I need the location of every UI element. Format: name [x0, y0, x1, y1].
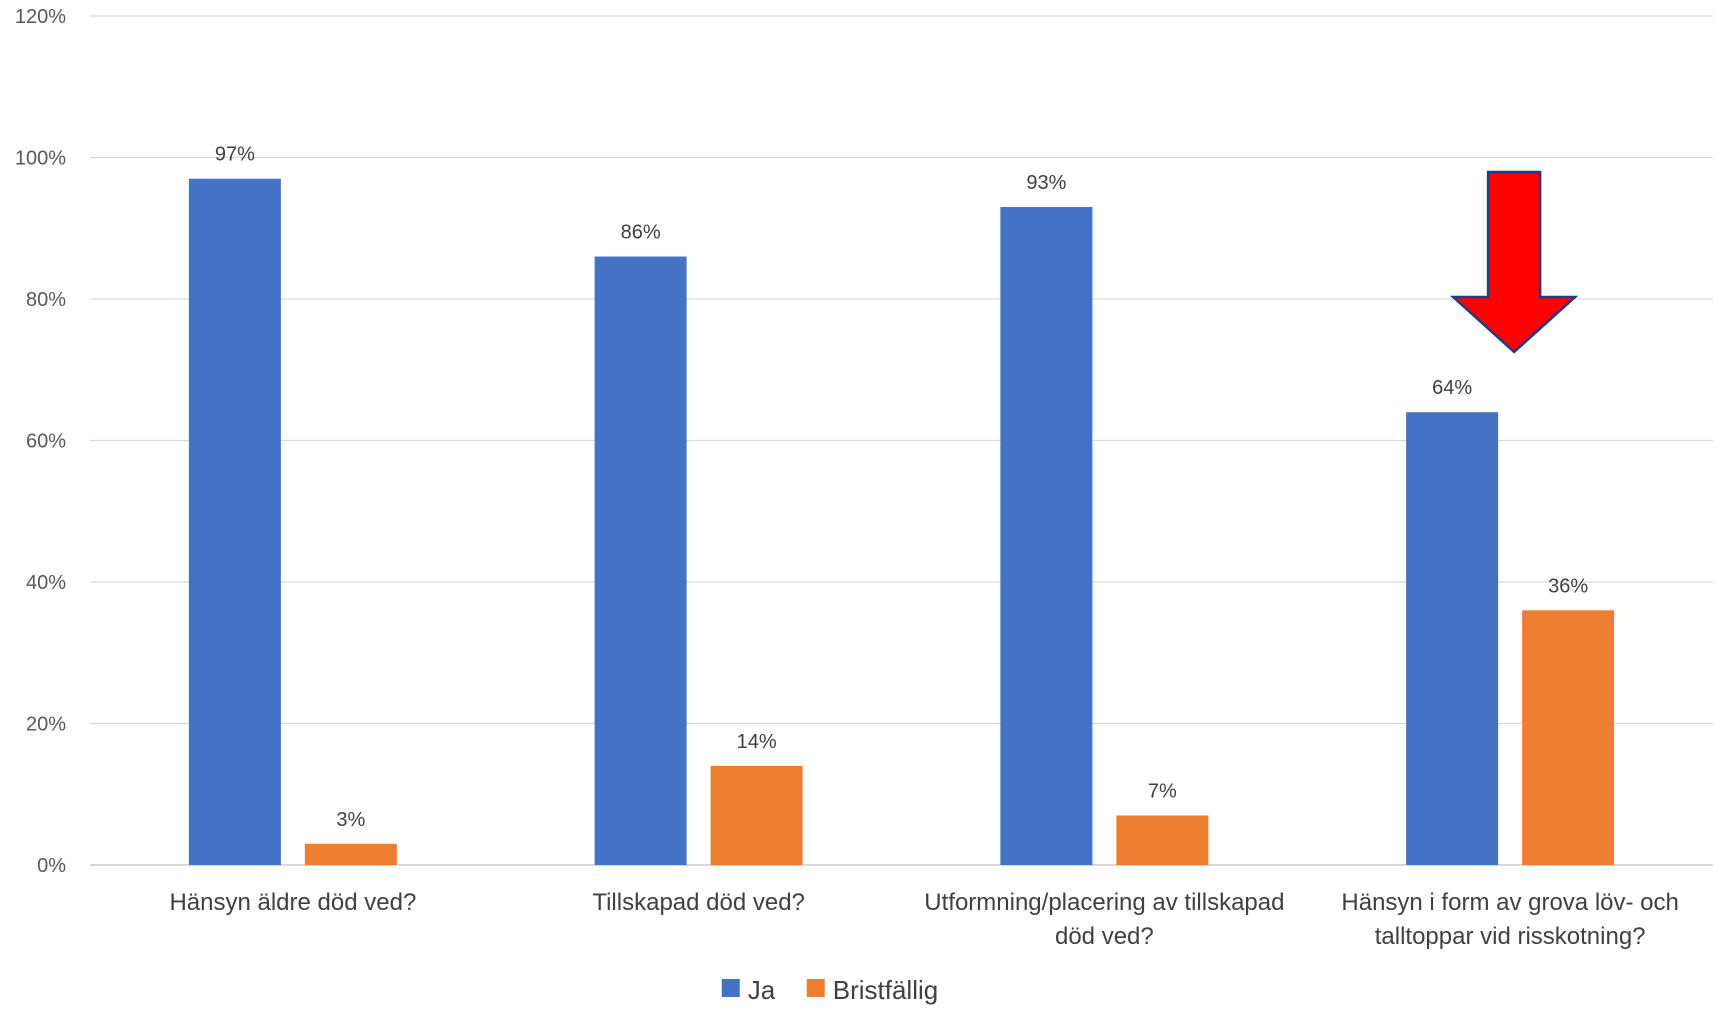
bar-bristfällig — [304, 843, 397, 865]
bars — [188, 178, 1615, 866]
y-tick-label: 0% — [37, 855, 66, 877]
category-label: Hänsyn äldre död ved? — [169, 889, 416, 916]
legend-label: Ja — [748, 975, 776, 1005]
y-tick-label: 120% — [15, 6, 66, 28]
data-label: 3% — [336, 809, 365, 831]
y-axis: 0% 20% 40% 60% 80% 100% 120% — [15, 6, 66, 877]
legend-swatch-ja — [721, 979, 740, 997]
data-label: 36% — [1548, 575, 1588, 597]
down-arrow-icon — [1449, 170, 1579, 354]
category-label: talltoppar vid risskotning? — [1375, 923, 1646, 950]
category-label: Tillskapad död ved? — [592, 889, 805, 916]
data-label: 97% — [215, 144, 255, 166]
bar-ja — [594, 256, 687, 865]
bar-bristfällig — [710, 765, 803, 865]
y-tick-label: 60% — [26, 431, 66, 453]
y-tick-label: 100% — [15, 148, 66, 170]
y-tick-label: 20% — [26, 714, 66, 736]
legend: Ja Bristfällig — [721, 975, 938, 1005]
bar-ja — [1000, 207, 1093, 865]
y-tick-label: 40% — [26, 572, 66, 594]
y-tick-label: 80% — [26, 289, 66, 311]
x-axis: Hänsyn äldre död ved? Tillskapad död ved?… — [169, 889, 1678, 950]
legend-swatch-bristfällig — [806, 979, 825, 997]
legend-label: Bristfällig — [833, 975, 938, 1005]
bar-ja — [188, 178, 281, 866]
data-label: 14% — [737, 731, 777, 753]
data-label: 86% — [621, 222, 661, 244]
category-label: Utformning/placering av tillskapad — [924, 889, 1284, 916]
data-label: 7% — [1148, 780, 1177, 802]
category-label: Hänsyn i form av grova löv- och — [1341, 889, 1678, 916]
gridlines — [90, 15, 1713, 866]
bar-bristfällig — [1116, 815, 1209, 865]
data-label: 93% — [1026, 172, 1066, 194]
annotation — [1449, 170, 1579, 354]
data-label: 64% — [1432, 377, 1472, 399]
bar-ja — [1406, 412, 1499, 865]
data-labels: 97% 3% 86% 14% 93% 7% 64% 36% — [215, 144, 1588, 831]
category-label: död ved? — [1055, 923, 1154, 950]
bar-bristfällig — [1522, 610, 1615, 865]
